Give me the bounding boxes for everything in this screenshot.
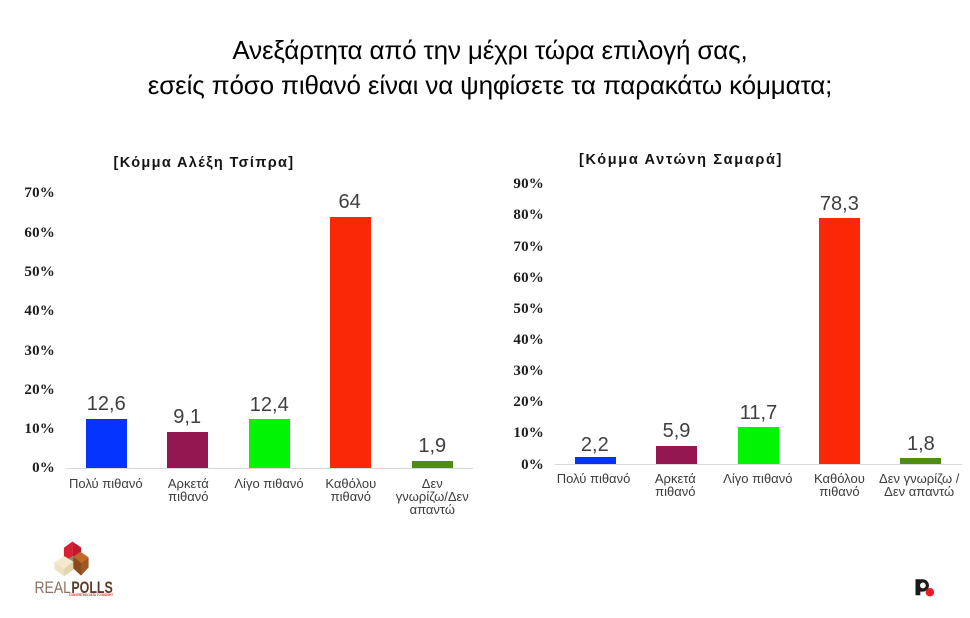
svg-text:CONVERTING DATA TO INSIGHT: CONVERTING DATA TO INSIGHT (69, 592, 113, 597)
svg-text:POLLS: POLLS (71, 579, 112, 597)
svg-text:REAL: REAL (35, 579, 71, 597)
